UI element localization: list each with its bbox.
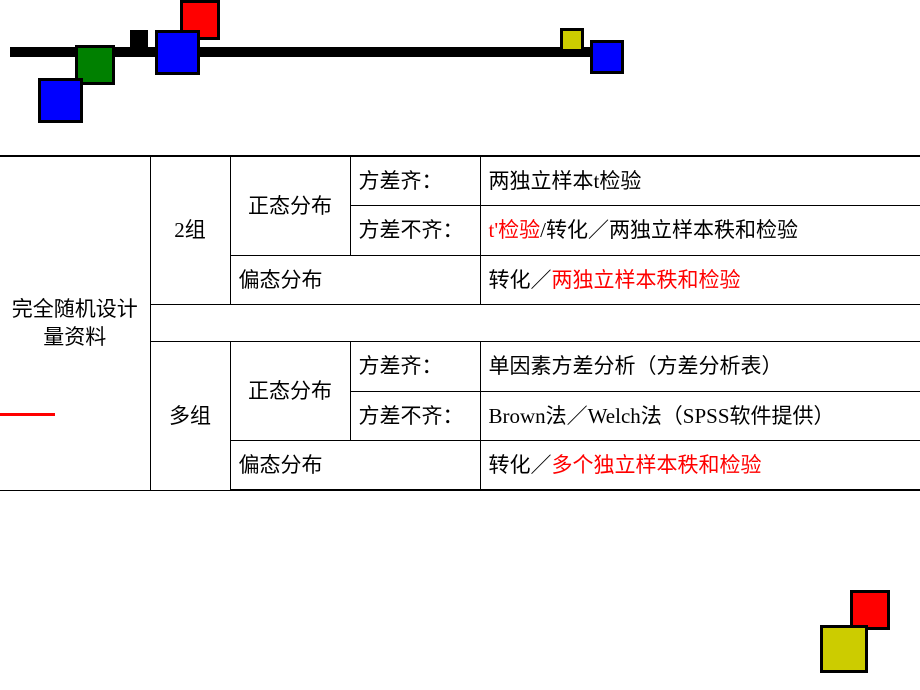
group-label: 多组 xyxy=(150,342,230,491)
method-text: 单因素方差分析（方差分析表） xyxy=(489,354,783,378)
method-text: 转化／ xyxy=(489,453,552,477)
methods-table: 完全随机设计量资料2组正态分布方差齐：两独立样本t检验方差不齐：t'检验/转化／… xyxy=(0,155,920,491)
method-cell: Brown法／Welch法（SPSS软件提供） xyxy=(480,391,920,440)
method-text: 转化／ xyxy=(489,268,552,292)
methods-table-wrap: 完全随机设计量资料2组正态分布方差齐：两独立样本t检验方差不齐：t'检验/转化／… xyxy=(0,155,920,491)
distribution-cell: 偏态分布 xyxy=(230,255,480,304)
variance-cell: 方差不齐： xyxy=(350,391,480,440)
decor-top xyxy=(0,0,920,140)
decor-square-3 xyxy=(155,30,200,75)
method-text: /转化／两独立样本秩和检验 xyxy=(540,218,798,242)
decor-square-0 xyxy=(130,30,148,48)
method-text: Brown法／Welch法（SPSS软件提供） xyxy=(489,404,835,428)
method-cell: 转化／两独立样本秩和检验 xyxy=(480,255,920,304)
method-cell: 单因素方差分析（方差分析表） xyxy=(480,342,920,391)
method-cell: 转化／多个独立样本秩和检验 xyxy=(480,441,920,491)
decor-square-6 xyxy=(590,40,624,74)
method-text: 两独立样本秩和检验 xyxy=(552,268,741,292)
spacer-row xyxy=(150,305,920,342)
red-accent-line xyxy=(0,413,55,416)
variance-cell: 方差齐： xyxy=(350,342,480,391)
main-label: 完全随机设计量资料 xyxy=(0,156,150,490)
variance-cell: 方差齐： xyxy=(350,156,480,206)
distribution-cell: 正态分布 xyxy=(230,156,350,255)
decor-square-5 xyxy=(560,28,584,52)
method-cell: t'检验/转化／两独立样本秩和检验 xyxy=(480,206,920,255)
group-label: 2组 xyxy=(150,156,230,305)
variance-cell: 方差不齐： xyxy=(350,206,480,255)
distribution-cell: 正态分布 xyxy=(230,342,350,441)
method-text: 两独立样本t检验 xyxy=(489,169,642,193)
method-text: 多个独立样本秩和检验 xyxy=(552,453,762,477)
method-text: t'检验 xyxy=(489,218,541,242)
decor-bot xyxy=(790,580,910,680)
decor-bot-square-0 xyxy=(850,590,890,630)
decor-square-4 xyxy=(38,78,83,123)
distribution-cell: 偏态分布 xyxy=(230,441,480,491)
method-cell: 两独立样本t检验 xyxy=(480,156,920,206)
decor-bot-square-1 xyxy=(820,625,868,673)
